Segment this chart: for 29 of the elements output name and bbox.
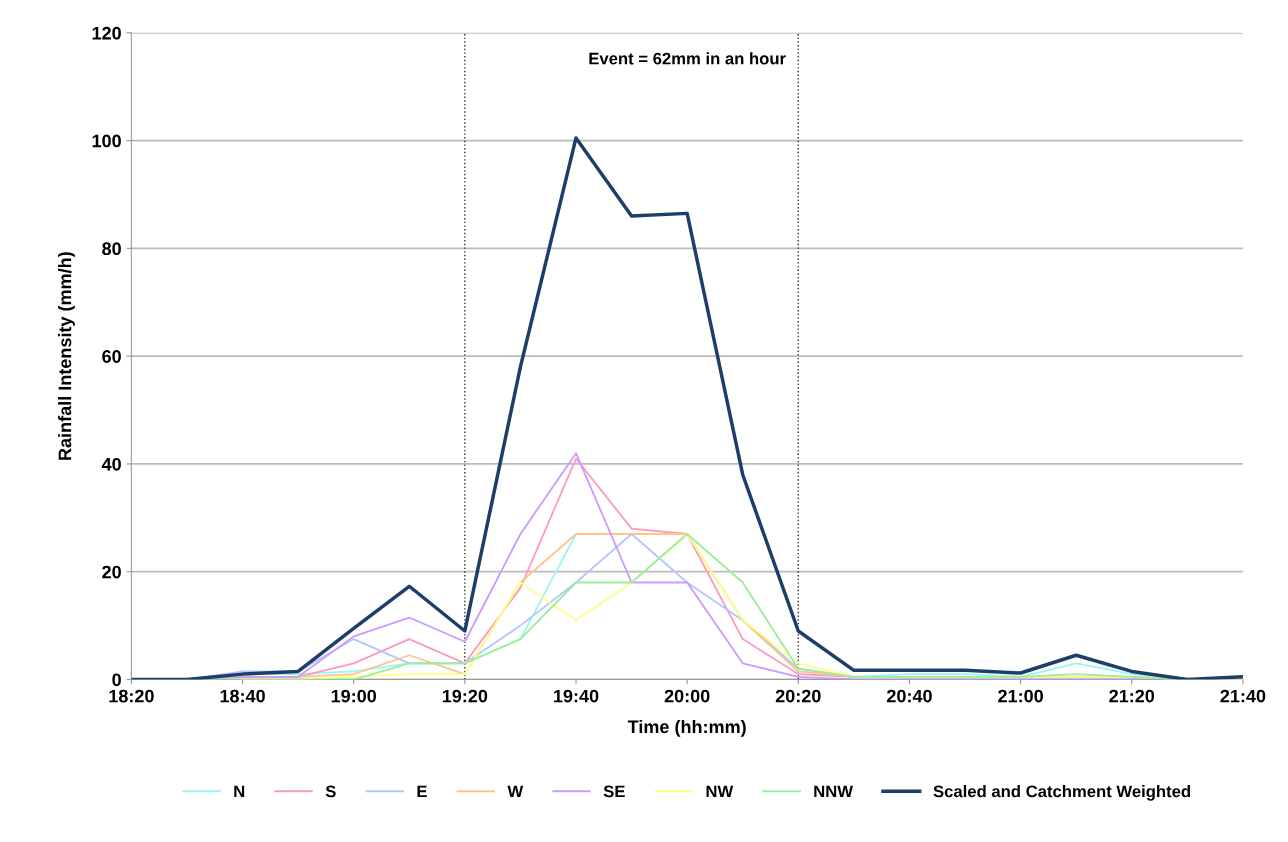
y-tick-label: 120 (92, 26, 121, 40)
annotation: Event = 62mm in an hour (589, 52, 786, 65)
x-tick-label: 19:20 (442, 689, 488, 703)
y-tick-label: 100 (92, 134, 121, 148)
legend-label: E (417, 785, 427, 798)
legend-label: N (234, 785, 245, 798)
legend-label: SE (603, 785, 625, 798)
x-tick-label: 19:40 (554, 689, 599, 703)
y-axis-title: Rainfall Intensity (mm/h) (58, 252, 75, 460)
x-tick-label: 21:20 (1109, 689, 1155, 703)
x-tick-label: 18:20 (109, 689, 154, 703)
legend-label: Scaled and Catchment Weighted (933, 785, 1191, 801)
y-tick-label: 20 (102, 565, 121, 579)
legend-label: W (507, 785, 524, 798)
y-tick-label: 0 (112, 673, 121, 687)
x-axis-title: Time (hh:mm) (627, 719, 746, 737)
y-tick-label: 40 (101, 457, 121, 471)
legend-label: NNW (814, 785, 853, 798)
y-tick-label: 80 (102, 242, 121, 256)
x-tick-label: 20:40 (887, 689, 932, 703)
x-tick-label: 21:00 (998, 689, 1043, 703)
x-tick-label: 21:40 (1220, 689, 1266, 703)
x-tick-label: 19:00 (331, 689, 377, 703)
legend-label: NW (706, 785, 734, 798)
x-tick-label: 20:20 (775, 689, 821, 703)
legend-label: S (325, 785, 336, 798)
x-tick-label: 20:00 (664, 689, 710, 703)
x-tick-label: 18:40 (220, 689, 265, 703)
y-tick-label: 60 (102, 350, 121, 363)
